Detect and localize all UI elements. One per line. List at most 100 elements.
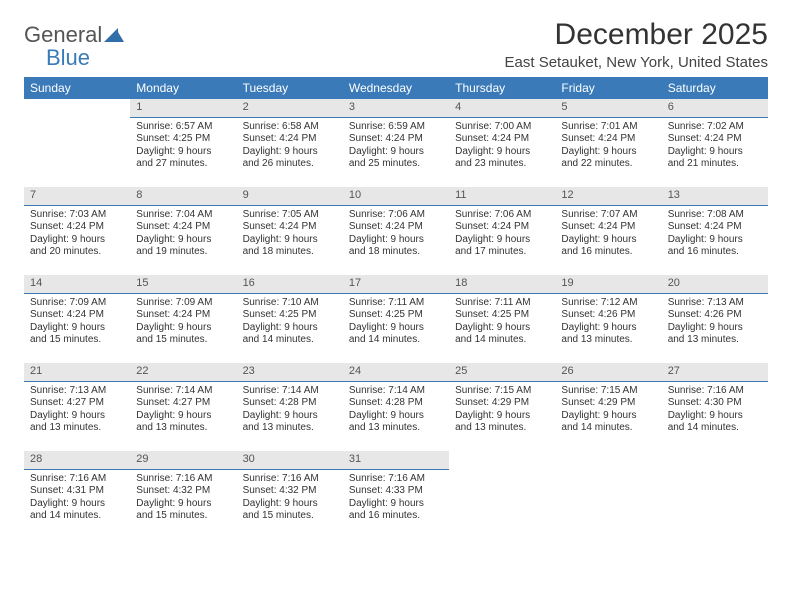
day-number: 25 xyxy=(449,363,555,382)
day-number: 19 xyxy=(555,275,661,294)
daylight-text: Daylight: 9 hours and 13 minutes. xyxy=(668,322,762,347)
calendar-cell: 5Sunrise: 7:01 AMSunset: 4:24 PMDaylight… xyxy=(555,99,661,187)
day-number: 18 xyxy=(449,275,555,294)
calendar-header-row: SundayMondayTuesdayWednesdayThursdayFrid… xyxy=(24,77,768,99)
day-details: Sunrise: 7:08 AMSunset: 4:24 PMDaylight:… xyxy=(662,206,768,263)
daylight-text: Daylight: 9 hours and 16 minutes. xyxy=(668,234,762,259)
sunset-text: Sunset: 4:24 PM xyxy=(668,221,762,234)
day-details: Sunrise: 7:16 AMSunset: 4:32 PMDaylight:… xyxy=(130,470,236,527)
calendar-cell: 14 Sunrise: 7:09 AMSunset: 4:24 PMDayligh… xyxy=(24,275,130,363)
day-number: 8 xyxy=(130,187,236,206)
day-number: 27 xyxy=(662,363,768,382)
daylight-text: Daylight: 9 hours and 15 minutes. xyxy=(136,322,230,347)
daylight-text: Daylight: 9 hours and 13 minutes. xyxy=(455,410,549,435)
day-number: 13 xyxy=(662,187,768,206)
location-subtitle: East Setauket, New York, United States xyxy=(505,54,768,71)
daylight-text: Daylight: 9 hours and 18 minutes. xyxy=(243,234,337,259)
sunrise-text: Sunrise: 7:15 AM xyxy=(561,385,655,398)
day-number: 9 xyxy=(237,187,343,206)
day-details: Sunrise: 7:06 AMSunset: 4:24 PMDaylight:… xyxy=(449,206,555,263)
day-details: Sunrise: 7:05 AMSunset: 4:24 PMDaylight:… xyxy=(237,206,343,263)
daylight-text: Daylight: 9 hours and 25 minutes. xyxy=(349,146,443,171)
daylight-text: Daylight: 9 hours and 15 minutes. xyxy=(30,322,124,347)
day-number: 17 xyxy=(343,275,449,294)
calendar-cell: 8Sunrise: 7:04 AMSunset: 4:24 PMDaylight… xyxy=(130,187,236,275)
day-number: 15 xyxy=(130,275,236,294)
day-details: Sunrise: 7:04 AMSunset: 4:24 PMDaylight:… xyxy=(130,206,236,263)
sunrise-text: Sunrise: 7:09 AM xyxy=(30,297,124,310)
sunrise-text: Sunrise: 7:12 AM xyxy=(561,297,655,310)
calendar-cell: 7Sunrise: 7:03 AMSunset: 4:24 PMDaylight… xyxy=(24,187,130,275)
day-details: Sunrise: 7:07 AMSunset: 4:24 PMDaylight:… xyxy=(555,206,661,263)
header-bar: General Blue December 2025 East Setauket… xyxy=(24,18,768,71)
calendar-cell: 31Sunrise: 7:16 AMSunset: 4:33 PMDayligh… xyxy=(343,451,449,539)
day-header: Thursday xyxy=(449,77,555,99)
sunset-text: Sunset: 4:25 PM xyxy=(136,133,230,146)
daylight-text: Daylight: 9 hours and 21 minutes. xyxy=(668,146,762,171)
sunrise-text: Sunrise: 7:14 AM xyxy=(349,385,443,398)
day-header: Sunday xyxy=(24,77,130,99)
sunrise-text: Sunrise: 7:13 AM xyxy=(668,297,762,310)
sunrise-text: Sunrise: 7:01 AM xyxy=(561,121,655,134)
calendar-cell: 6Sunrise: 7:02 AMSunset: 4:24 PMDaylight… xyxy=(662,99,768,187)
day-details: Sunrise: 7:12 AMSunset: 4:26 PMDaylight:… xyxy=(555,294,661,351)
sunrise-text: Sunrise: 7:08 AM xyxy=(668,209,762,222)
sunset-text: Sunset: 4:24 PM xyxy=(455,221,549,234)
sunset-text: Sunset: 4:25 PM xyxy=(455,309,549,322)
sunset-text: Sunset: 4:24 PM xyxy=(561,221,655,234)
sunrise-text: Sunrise: 7:13 AM xyxy=(30,385,124,398)
sunset-text: Sunset: 4:31 PM xyxy=(30,485,124,498)
sunset-text: Sunset: 4:24 PM xyxy=(668,133,762,146)
calendar-cell: 20Sunrise: 7:13 AMSunset: 4:26 PMDayligh… xyxy=(662,275,768,363)
day-details: Sunrise: 6:57 AMSunset: 4:25 PMDaylight:… xyxy=(130,118,236,175)
day-number: 31 xyxy=(343,451,449,470)
day-details: Sunrise: 7:16 AMSunset: 4:30 PMDaylight:… xyxy=(662,382,768,439)
calendar-cell xyxy=(555,451,661,539)
day-header: Tuesday xyxy=(237,77,343,99)
day-number: 22 xyxy=(130,363,236,382)
day-number: 16 xyxy=(237,275,343,294)
calendar-cell: 24Sunrise: 7:14 AMSunset: 4:28 PMDayligh… xyxy=(343,363,449,451)
sunrise-text: Sunrise: 7:16 AM xyxy=(243,473,337,486)
day-number: 14 xyxy=(24,275,130,294)
sunset-text: Sunset: 4:24 PM xyxy=(30,309,124,322)
sunrise-text: Sunrise: 7:10 AM xyxy=(243,297,337,310)
daylight-text: Daylight: 9 hours and 14 minutes. xyxy=(30,498,124,523)
brand-name-b: Blue xyxy=(24,45,90,70)
sunset-text: Sunset: 4:24 PM xyxy=(30,221,124,234)
calendar-cell: 27Sunrise: 7:16 AMSunset: 4:30 PMDayligh… xyxy=(662,363,768,451)
calendar-cell: 30Sunrise: 7:16 AMSunset: 4:32 PMDayligh… xyxy=(237,451,343,539)
daylight-text: Daylight: 9 hours and 17 minutes. xyxy=(455,234,549,259)
day-header: Saturday xyxy=(662,77,768,99)
day-details: Sunrise: 7:06 AMSunset: 4:24 PMDaylight:… xyxy=(343,206,449,263)
sunset-text: Sunset: 4:30 PM xyxy=(668,397,762,410)
day-number: 3 xyxy=(343,99,449,118)
brand-mark-icon xyxy=(104,28,124,47)
day-details: Sunrise: 7:10 AMSunset: 4:25 PMDaylight:… xyxy=(237,294,343,351)
sunrise-text: Sunrise: 7:11 AM xyxy=(455,297,549,310)
calendar-body: 1Sunrise: 6:57 AMSunset: 4:25 PMDaylight… xyxy=(24,99,768,539)
sunrise-text: Sunrise: 7:02 AM xyxy=(668,121,762,134)
day-details: Sunrise: 7:09 AMSunset: 4:24 PMDaylight:… xyxy=(130,294,236,351)
sunrise-text: Sunrise: 6:57 AM xyxy=(136,121,230,134)
calendar-week-row: 28Sunrise: 7:16 AMSunset: 4:31 PMDayligh… xyxy=(24,451,768,539)
day-details: Sunrise: 7:00 AMSunset: 4:24 PMDaylight:… xyxy=(449,118,555,175)
sunrise-text: Sunrise: 7:16 AM xyxy=(30,473,124,486)
sunrise-text: Sunrise: 7:05 AM xyxy=(243,209,337,222)
sunrise-text: Sunrise: 7:06 AM xyxy=(455,209,549,222)
sunset-text: Sunset: 4:28 PM xyxy=(243,397,337,410)
daylight-text: Daylight: 9 hours and 13 minutes. xyxy=(349,410,443,435)
daylight-text: Daylight: 9 hours and 15 minutes. xyxy=(243,498,337,523)
daylight-text: Daylight: 9 hours and 16 minutes. xyxy=(349,498,443,523)
sunrise-text: Sunrise: 7:03 AM xyxy=(30,209,124,222)
sunset-text: Sunset: 4:24 PM xyxy=(455,133,549,146)
calendar-cell: 15Sunrise: 7:09 AMSunset: 4:24 PMDayligh… xyxy=(130,275,236,363)
daylight-text: Daylight: 9 hours and 15 minutes. xyxy=(136,498,230,523)
daylight-text: Daylight: 9 hours and 13 minutes. xyxy=(136,410,230,435)
day-number: 11 xyxy=(449,187,555,206)
day-number: 7 xyxy=(24,187,130,206)
brand-name-a: General xyxy=(24,22,102,47)
sunset-text: Sunset: 4:32 PM xyxy=(243,485,337,498)
day-number: 24 xyxy=(343,363,449,382)
sunrise-text: Sunrise: 7:16 AM xyxy=(136,473,230,486)
